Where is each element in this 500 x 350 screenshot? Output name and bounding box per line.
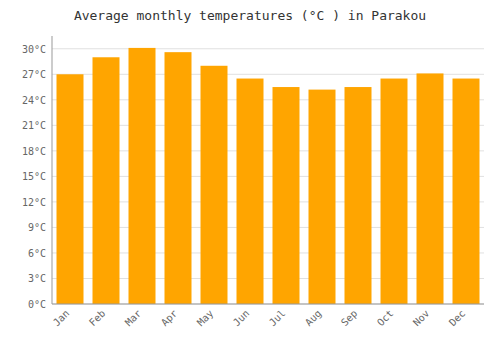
x-tick-label: Feb <box>87 308 108 329</box>
bar <box>417 73 444 304</box>
bars <box>57 48 480 304</box>
bar <box>129 48 156 304</box>
y-tick-label: 9°C <box>28 222 46 233</box>
bar <box>309 90 336 304</box>
x-axis-line <box>52 304 484 305</box>
y-tick-label: 21°C <box>22 120 46 131</box>
y-tick-label: 15°C <box>22 171 46 182</box>
y-tick-label: 30°C <box>22 44 46 55</box>
bar <box>93 57 120 304</box>
y-tick-label: 18°C <box>22 146 46 157</box>
x-tick-label: Jun <box>231 308 252 329</box>
y-tick-label: 0°C <box>28 299 46 310</box>
x-tick-label: Oct <box>375 308 396 329</box>
x-tick-label: Apr <box>159 308 180 329</box>
y-tick-label: 12°C <box>22 197 46 208</box>
bar <box>165 52 192 304</box>
bar <box>201 66 228 304</box>
bar <box>273 87 300 304</box>
x-tick-label: May <box>195 308 216 329</box>
bar <box>237 79 264 304</box>
x-tick-label: Sep <box>339 308 360 329</box>
grid <box>52 49 484 304</box>
x-tick-label: Mar <box>123 308 144 329</box>
x-tick-label: Jan <box>51 308 72 329</box>
title: Average monthly temperatures (°C ) in Pa… <box>74 8 426 23</box>
x-tick-label: Jul <box>267 308 288 329</box>
y-tick-label: 6°C <box>28 248 46 259</box>
y-axis-line <box>52 36 53 304</box>
bar <box>345 87 372 304</box>
grid-line <box>52 304 484 305</box>
bar <box>381 79 408 304</box>
y-tick-label: 3°C <box>28 273 46 284</box>
x-tick-label: Aug <box>303 308 324 329</box>
y-tick-label: 24°C <box>22 95 46 106</box>
chart: Average monthly temperatures (°C ) in Pa… <box>0 0 500 350</box>
x-tick-label: Nov <box>411 308 432 329</box>
x-tick-label: Dec <box>447 308 468 329</box>
bar <box>57 74 84 304</box>
grid-line <box>52 48 484 49</box>
y-tick-label: 27°C <box>22 69 46 80</box>
bar <box>453 79 480 304</box>
